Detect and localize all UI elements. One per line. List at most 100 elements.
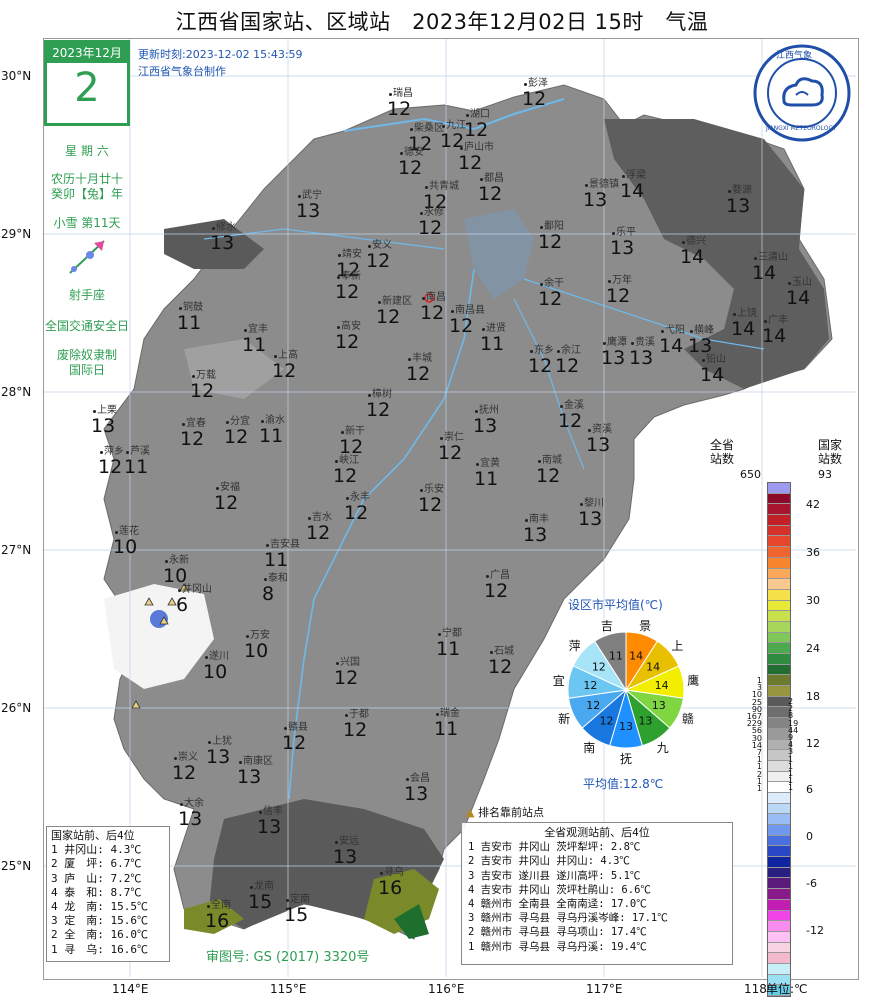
colorbar-swatch (768, 696, 790, 708)
colorbar-tick: 42 (806, 498, 820, 511)
station-name: 宜黄 (480, 458, 500, 469)
update-time: 更新时刻:2023-12-02 15:43:59 (138, 48, 303, 61)
colorbar-province-count: 229 (746, 719, 762, 729)
station-name: 浮梁 (626, 170, 646, 181)
station-value: 12 (387, 98, 412, 120)
station-dot (335, 460, 338, 463)
station-value: 13 (586, 434, 611, 456)
top-station-markers (131, 583, 189, 709)
station-dot (93, 410, 96, 413)
station-dot (126, 451, 129, 454)
colorbar-province-count: 1 (756, 776, 762, 786)
colorbar-swatch (768, 728, 790, 740)
station-name: 广丰 (768, 315, 788, 326)
colorbar-swatch (768, 889, 790, 900)
colorbar-swatch (768, 760, 790, 772)
colorbar-national-count: 19 (788, 718, 799, 728)
event-3: 国际日 (68, 363, 105, 377)
station-value: 14 (700, 364, 725, 386)
station-name: 永修 (424, 207, 444, 218)
yangtze-river (343, 98, 565, 132)
station-value: 16 (378, 877, 403, 899)
pie-city-label: 景 (639, 618, 652, 633)
station-name: 万载 (196, 370, 216, 381)
colorbar-swatch (768, 825, 790, 836)
station-name: 万安 (250, 630, 270, 641)
station-value: 12 (406, 363, 431, 385)
station-dot (490, 651, 493, 654)
pie-title: 设区市平均值(℃) (568, 598, 663, 612)
lon-label: 116°E (428, 982, 465, 996)
colorbar-swatch (768, 536, 790, 548)
colorbar-swatch (768, 942, 790, 954)
pie-value-label: 13 (652, 699, 666, 712)
colorbar-swatch (768, 643, 790, 654)
station-value: 12 (339, 436, 364, 458)
temperature-map (44, 39, 856, 977)
colorbar-swatch (768, 750, 790, 761)
station-dot (608, 280, 611, 283)
station-name: 资溪 (592, 424, 612, 435)
station-name: 于都 (349, 709, 369, 720)
station-name: 高安 (341, 321, 361, 332)
station-dot (631, 342, 634, 345)
station-value: 12 (606, 285, 631, 307)
station-dot (208, 741, 211, 744)
station-value: 11 (177, 312, 202, 334)
station-name: 吉水 (312, 512, 332, 523)
station-name: 九江 (446, 120, 466, 131)
station-name: 铅山 (706, 354, 726, 365)
station-name: 鹰潭 (607, 337, 627, 348)
pie-value-label: 12 (592, 660, 606, 673)
station-name: 南昌 (426, 292, 446, 303)
station-name: 修水 (216, 222, 236, 233)
station-value: 13 (629, 347, 654, 369)
colorbar-swatch (768, 718, 790, 729)
station-name: 余江 (561, 345, 581, 356)
colorbar-national-count: 1 (788, 783, 794, 793)
station-name: 崇仁 (444, 432, 464, 443)
station-dot (733, 313, 736, 316)
station-value: 6 (176, 594, 189, 616)
colorbar-swatch (768, 782, 790, 793)
colorbar-swatch (768, 878, 790, 890)
national-station-ranking: 国家站前、后4位 1 井冈山: 4.3℃ 2 厦 坪: 6.7℃ 3 庐 山: 7.… (46, 826, 170, 962)
station-dot (661, 330, 664, 333)
station-value: 13 (610, 237, 635, 259)
station-name: 彭泽 (528, 78, 548, 89)
station-name: 庐山市 (464, 142, 494, 153)
station-name: 瑞金 (440, 708, 460, 719)
station-value: 12 (334, 667, 359, 689)
colorbar-national-title: 国家 站数 (817, 438, 842, 466)
colorbar-tick: -6 (806, 877, 817, 890)
station-dot (788, 282, 791, 285)
station-dot (368, 394, 371, 397)
event-1: 全国交通安全日 (44, 319, 129, 333)
station-dot (408, 358, 411, 361)
colorbar-national-count: 8 (788, 711, 794, 721)
station-dot (337, 326, 340, 329)
station-value: 12 (214, 492, 239, 514)
station-name: 宁都 (442, 628, 462, 639)
light-region-w (184, 339, 284, 399)
station-name: 三清山 (758, 252, 788, 263)
station-name: 弋阳 (665, 325, 685, 336)
station-value: 14 (620, 180, 645, 202)
ranking-row: 4 赣州市 全南县 全南南迳: 17.0℃ (468, 898, 647, 911)
colorbar-swatch (768, 921, 790, 932)
station-value: 14 (786, 287, 811, 309)
station-dot (266, 544, 269, 547)
colorbar-swatch (768, 600, 790, 612)
lon-label: 114°E (112, 982, 149, 996)
station-name: 上犹 (212, 736, 232, 747)
station-name: 南昌县 (455, 305, 485, 316)
station-value: 12 (536, 465, 561, 487)
pie-value-label: 13 (638, 714, 652, 727)
station-name: 赣县 (288, 722, 308, 733)
station-value: 15 (284, 904, 309, 926)
station-value: 12 (333, 465, 358, 487)
station-name: 新干 (345, 426, 365, 437)
station-value: 11 (242, 334, 267, 356)
station-dot (212, 227, 215, 230)
station-value: 8 (262, 583, 275, 605)
